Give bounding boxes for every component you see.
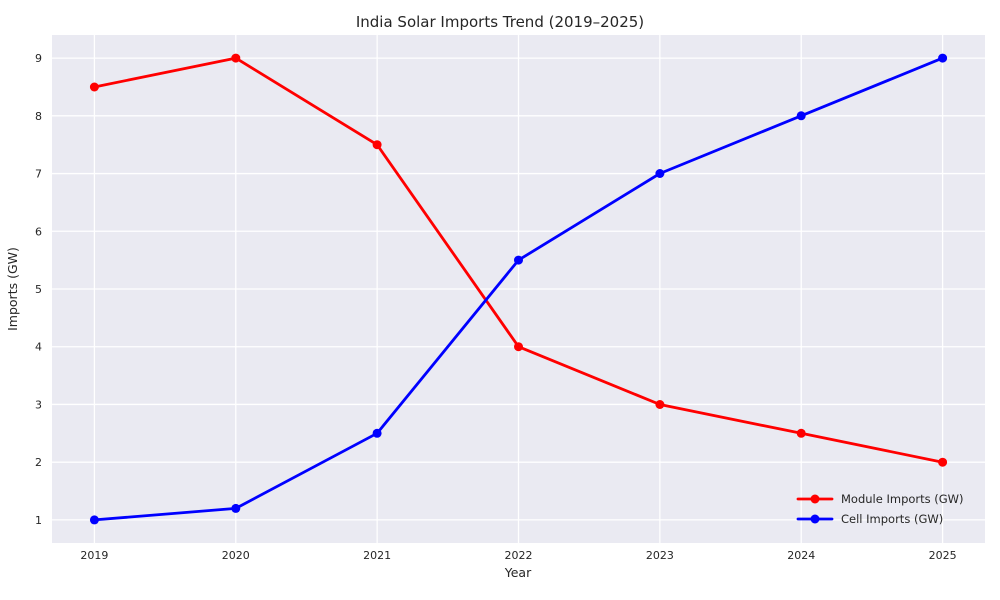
data-point	[796, 428, 806, 438]
data-point	[655, 400, 665, 409]
data-point	[231, 53, 241, 63]
y-tick-label: 1	[35, 514, 42, 527]
data-point	[372, 140, 382, 150]
x-tick-label: 2025	[929, 549, 957, 562]
data-point	[796, 111, 806, 121]
y-tick-label: 8	[35, 110, 42, 123]
x-tick-label: 2020	[222, 549, 250, 562]
data-point	[89, 515, 99, 525]
y-tick-label: 7	[35, 168, 42, 181]
legend-marker	[810, 494, 820, 504]
x-tick-label: 2022	[505, 549, 533, 562]
x-tick-label: 2021	[363, 549, 391, 562]
legend-marker	[810, 514, 820, 524]
data-point	[89, 82, 99, 92]
data-point	[514, 342, 523, 352]
data-point	[372, 428, 382, 438]
x-axis-label: Year	[504, 565, 532, 580]
y-tick-label: 5	[35, 283, 42, 296]
data-point	[655, 169, 665, 178]
legend-label: Module Imports (GW)	[841, 492, 964, 506]
chart-plot-group: 1 2 3 4 5 6 7 8 9 2019 2020 2021 2022 2023 2024 2025 Mod…	[35, 35, 985, 562]
data-point	[231, 503, 241, 513]
x-tick-label: 2024	[787, 549, 815, 562]
data-point	[514, 255, 523, 265]
x-tick-label: 2023	[646, 549, 674, 562]
y-tick-label: 3	[35, 398, 42, 411]
x-tick-label: 2019	[80, 549, 108, 562]
chart-title: India Solar Imports Trend (2019–2025)	[356, 13, 644, 31]
y-tick-label: 6	[35, 225, 42, 238]
legend-label: Cell Imports (GW)	[841, 512, 943, 526]
y-tick-label: 2	[35, 456, 42, 469]
data-point	[938, 53, 948, 63]
y-axis-label: Imports (GW)	[5, 247, 20, 331]
y-tick-label: 4	[35, 341, 42, 354]
data-point	[938, 457, 948, 467]
y-tick-label: 9	[35, 52, 42, 65]
